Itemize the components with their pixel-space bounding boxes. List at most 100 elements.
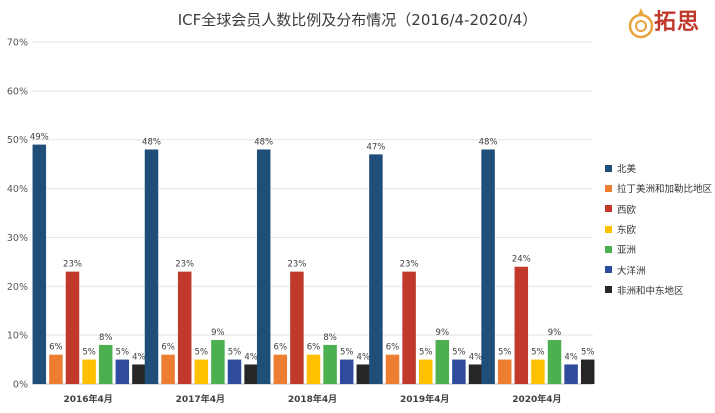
data-label: 5% (228, 348, 242, 358)
bar (132, 364, 146, 384)
data-label: 4% (132, 352, 146, 362)
bar (339, 359, 354, 384)
data-label: 23% (63, 260, 82, 270)
bar (273, 354, 288, 384)
bar (211, 340, 225, 384)
legend-swatch (605, 245, 612, 253)
legend-label: 北美 (617, 164, 637, 176)
data-label: 9% (436, 328, 450, 338)
bar (115, 359, 130, 384)
data-label: 9% (548, 328, 562, 338)
tuosi-logo: 拓思 (628, 4, 710, 44)
bar (98, 344, 113, 384)
data-label: 48% (142, 137, 161, 147)
x-tick-label: 2018年4月 (288, 393, 337, 405)
legend-item: 亚洲 (605, 239, 712, 259)
y-tick-label: 30% (7, 233, 28, 244)
data-label: 6% (161, 343, 175, 353)
data-label: 4% (357, 352, 371, 362)
data-label: 6% (49, 343, 63, 353)
y-tick-label: 10% (7, 331, 28, 342)
chart-legend: 北美 拉丁美洲和加勒比地区 西欧 东欧 亚洲 大洋洲 非洲和中东地区 (605, 158, 712, 300)
bar (547, 340, 562, 384)
legend-swatch (605, 205, 612, 213)
data-label: 49% (30, 133, 49, 143)
data-label: 5% (581, 348, 595, 358)
legend-item: 拉丁美洲和加勒比地区 (605, 178, 712, 198)
legend-item: 北美 (605, 158, 712, 178)
y-tick-label: 40% (7, 184, 28, 195)
legend-item: 东欧 (605, 219, 712, 239)
bar (290, 271, 304, 384)
legend-item: 大洋洲 (605, 259, 712, 279)
data-label: 4% (469, 352, 483, 362)
bar (82, 359, 96, 384)
legend-label: 亚洲 (617, 245, 637, 257)
bar (481, 149, 495, 384)
bar (32, 144, 47, 384)
y-tick-label: 0% (13, 380, 28, 391)
legend-swatch (605, 164, 612, 172)
data-label: 8% (323, 333, 337, 343)
data-label: 5% (498, 348, 512, 358)
logo-emblem-icon (628, 8, 654, 39)
bar (514, 266, 529, 384)
data-label: 5% (116, 348, 130, 358)
bar (531, 359, 545, 384)
bar (385, 354, 400, 384)
bar (468, 364, 483, 384)
data-label: 6% (307, 343, 321, 353)
y-tick-label: 60% (7, 86, 28, 97)
data-label: 8% (99, 333, 113, 343)
data-label: 23% (287, 260, 306, 270)
x-tick-label: 2016年4月 (63, 393, 112, 405)
logo-text: 拓思 (654, 9, 701, 35)
bar (65, 271, 80, 384)
data-label: 5% (419, 348, 433, 358)
legend-label: 非洲和中东地区 (617, 285, 684, 297)
data-label: 9% (211, 328, 225, 338)
data-label: 6% (274, 343, 288, 353)
bar (306, 354, 321, 384)
chart-title: ICF全球会员人数比例及分布情况（2016/4-2020/4） (177, 11, 538, 29)
bar (356, 364, 371, 384)
data-label: 6% (386, 343, 400, 353)
bar (369, 154, 383, 384)
data-label: 5% (531, 348, 545, 358)
bar (564, 364, 578, 384)
data-label: 47% (366, 142, 385, 152)
y-tick-label: 20% (7, 282, 28, 293)
data-label: 5% (82, 348, 96, 358)
x-tick-label: 2017年4月 (176, 393, 225, 405)
data-label: 23% (400, 260, 419, 270)
x-tick-label: 2019年4月 (400, 393, 449, 405)
data-label: 23% (175, 260, 194, 270)
data-label: 5% (195, 348, 209, 358)
data-label: 4% (564, 352, 578, 362)
legend-label: 东欧 (617, 225, 637, 237)
x-tick-label: 2020年4月 (512, 393, 561, 405)
bar (227, 359, 242, 384)
bar (194, 359, 209, 384)
legend-swatch (605, 266, 612, 274)
legend-item: 非洲和中东地区 (605, 280, 712, 300)
data-label: 24% (512, 255, 531, 265)
y-tick-label: 50% (7, 135, 28, 146)
bar (177, 271, 192, 384)
bar (435, 340, 450, 384)
data-label: 48% (479, 137, 498, 147)
bar (580, 359, 595, 384)
data-label: 5% (452, 348, 466, 358)
data-label: 4% (244, 352, 258, 362)
bar (402, 271, 416, 384)
bar (323, 344, 337, 384)
legend-label: 大洋洲 (617, 265, 646, 277)
bar (497, 359, 512, 384)
legend-swatch (605, 225, 612, 233)
bar (49, 354, 63, 384)
bar (452, 359, 466, 384)
legend-label: 拉丁美洲和加勒比地区 (617, 184, 713, 196)
bar (144, 149, 159, 384)
bar (256, 149, 271, 384)
